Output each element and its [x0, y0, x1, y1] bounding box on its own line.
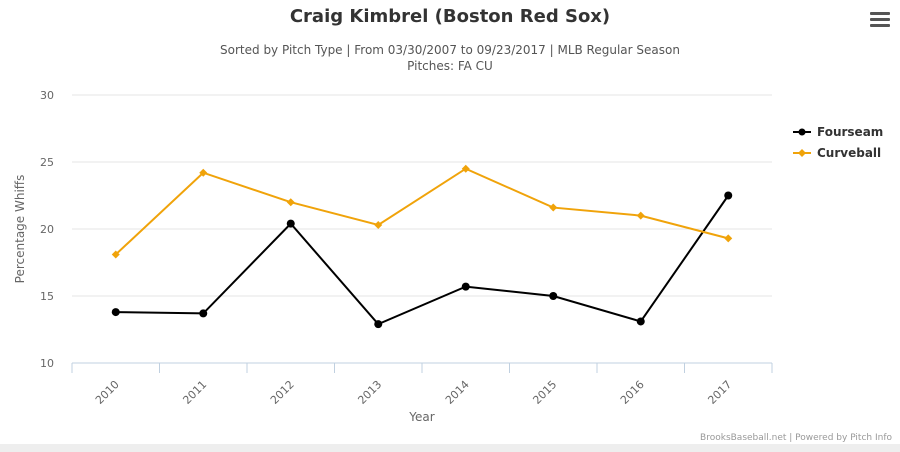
data-point-fourseam [199, 309, 208, 318]
y-tick-label: 30 [40, 89, 54, 102]
series-line-curveball [115, 167, 729, 256]
menu-icon[interactable] [870, 12, 890, 30]
footer-bar [0, 444, 900, 452]
y-axis-title: Percentage Whiffs [13, 175, 27, 284]
y-tick-label: 20 [40, 223, 54, 236]
x-tick-label: 2015 [530, 378, 559, 407]
chart-subtitle-pitches: Pitches: FA CU [407, 59, 493, 73]
x-tick-label: 2012 [268, 378, 297, 407]
x-tick-label: 2016 [618, 378, 647, 407]
x-tick-label: 2010 [93, 378, 122, 407]
legend-marker [798, 128, 806, 136]
data-point-curveball [636, 211, 645, 220]
x-axis-title: Year [408, 410, 434, 424]
data-point-curveball [549, 203, 558, 212]
data-point-curveball [286, 198, 295, 207]
credits[interactable]: BrooksBaseball.net | Powered by Pitch In… [700, 433, 892, 443]
data-point-curveball [199, 168, 208, 177]
series-line-fourseam [115, 194, 730, 326]
y-tick-label: 15 [40, 290, 54, 303]
x-tick-label: 2017 [705, 378, 734, 407]
x-tick-label: 2013 [355, 378, 384, 407]
legend-label-curveball: Curveball [817, 146, 881, 160]
data-point-curveball [724, 234, 733, 243]
legend-marker [798, 149, 806, 157]
data-point-fourseam [724, 191, 733, 200]
data-point-fourseam [549, 292, 558, 300]
data-point-fourseam [636, 317, 645, 326]
chart-subtitle: Sorted by Pitch Type | From 03/30/2007 t… [220, 43, 680, 57]
y-tick-label: 10 [40, 357, 54, 370]
x-tick-label: 2014 [443, 378, 472, 407]
y-tick-label: 25 [40, 156, 54, 169]
x-tick-label: 2011 [180, 378, 209, 407]
data-point-curveball [374, 220, 383, 229]
data-point-fourseam [374, 320, 383, 329]
data-point-curveball [461, 164, 470, 173]
data-point-fourseam [111, 308, 120, 317]
chart-title: Craig Kimbrel (Boston Red Sox) [289, 6, 611, 27]
legend-label-fourseam: Fourseam [817, 125, 883, 139]
data-point-fourseam [461, 282, 470, 291]
data-point-curveball [111, 250, 120, 259]
data-point-fourseam [286, 219, 295, 228]
